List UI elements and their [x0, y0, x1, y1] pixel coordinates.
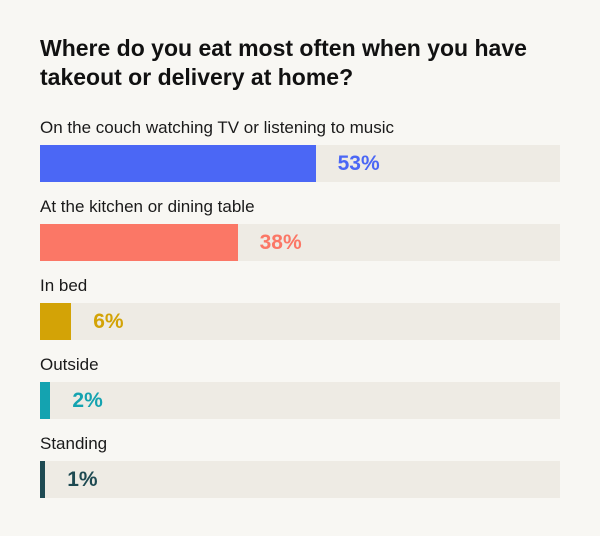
bar-value-label: 1% — [67, 468, 98, 491]
bar-value-label: 2% — [72, 389, 103, 412]
chart-title: Where do you eat most often when you hav… — [40, 35, 527, 90]
bar-category-label: At the kitchen or dining table — [40, 197, 255, 216]
bar — [40, 145, 316, 182]
bar — [40, 303, 72, 340]
bar-track: 38% — [40, 224, 560, 261]
bar-category-label: Outside — [40, 355, 99, 374]
bar-category-label: On the couch watching TV or listening to… — [40, 118, 395, 137]
bar-row-couch: On the couch watching TV or listening to… — [40, 118, 560, 182]
bar-row-standing: Standing 1% — [40, 434, 560, 498]
bar-row-outside: Outside 2% — [40, 355, 560, 419]
bar — [40, 382, 51, 419]
bar-row-kitchen-table: At the kitchen or dining table 38% — [40, 197, 560, 261]
bar-track: 1% — [40, 461, 560, 498]
bar-track: 6% — [40, 303, 560, 340]
bar — [40, 224, 238, 261]
bar-value-label: 6% — [93, 310, 124, 333]
bar — [40, 461, 46, 498]
bar-category-label: In bed — [40, 276, 88, 295]
bar-value-label: 38% — [259, 231, 302, 254]
bar-value-label: 53% — [337, 152, 380, 175]
bar-category-label: Standing — [40, 434, 108, 453]
bar-track: 53% — [40, 145, 560, 182]
bar-track: 2% — [40, 382, 560, 419]
bar-row-in-bed: In bed 6% — [40, 276, 560, 340]
